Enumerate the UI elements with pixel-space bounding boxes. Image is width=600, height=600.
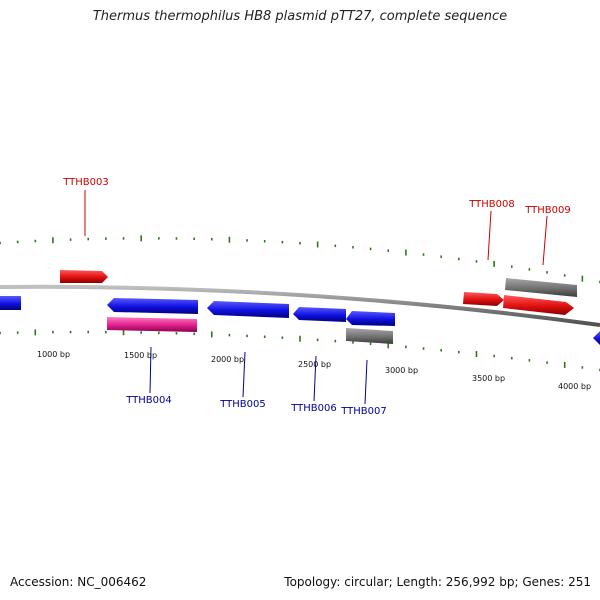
- topology-summary: Topology: circular; Length: 256,992 bp; …: [284, 575, 591, 589]
- gene-tthb006-arrow: [293, 307, 346, 322]
- accession-label: Accession: NC_006462: [10, 575, 147, 589]
- scale-label-1500: 1500 bp: [124, 351, 157, 360]
- gene-tthb007-gray-arrow: [346, 328, 393, 344]
- gene-right-edge-arrow: [593, 331, 600, 345]
- label-leader-lines: [84, 190, 548, 405]
- leader-tthb008: [487, 210, 492, 261]
- gene-tthb004-pink-arrow: [107, 317, 197, 332]
- gene-features: [0, 270, 600, 345]
- gene-label-tthb007: TTHB007: [340, 406, 387, 417]
- scale-label-2000: 2000 bp: [211, 355, 244, 364]
- gene-label-tthb006: TTHB006: [290, 403, 337, 414]
- scale-label-4000: 4000 bp: [558, 382, 591, 391]
- gene-labels: TTHB003 TTHB004 TTHB005 TTHB006 TTHB007 …: [62, 177, 571, 417]
- upper-tick-row: [0, 235, 600, 284]
- map-title: Thermus thermophilus HB8 plasmid pTT27, …: [92, 9, 508, 24]
- scale-label-2500: 2500 bp: [298, 360, 331, 369]
- gene-label-tthb008: TTHB008: [468, 199, 515, 210]
- scale-labels: 1000 bp 1500 bp 2000 bp 2500 bp 3000 bp …: [37, 350, 591, 391]
- plasmid-backbone: [0, 284, 600, 327]
- leader-tthb007: [364, 359, 368, 405]
- gene-label-tthb004: TTHB004: [125, 395, 172, 406]
- gene-tthb007-blue-arrow: [346, 311, 395, 326]
- leader-tthb005: [242, 351, 246, 398]
- leader-tthb009: [542, 215, 548, 266]
- gene-tthb004-blue-arrow: [107, 298, 198, 314]
- leader-tthb006: [313, 355, 317, 402]
- gene-left-edge-arrow: [0, 296, 21, 310]
- lower-tick-row: [0, 329, 600, 372]
- gene-tthb009-gray-arrow: [505, 278, 577, 297]
- gene-tthb009-arrow: [503, 295, 574, 315]
- scale-label-1000: 1000 bp: [37, 350, 70, 359]
- leader-tthb004: [149, 346, 152, 394]
- gene-label-tthb003: TTHB003: [62, 177, 109, 188]
- scale-label-3500: 3500 bp: [472, 374, 505, 383]
- scale-label-3000: 3000 bp: [385, 366, 418, 375]
- gene-label-tthb005: TTHB005: [219, 399, 266, 410]
- gene-label-tthb009: TTHB009: [524, 205, 571, 216]
- gene-tthb005-arrow: [207, 301, 289, 318]
- gene-tthb003-arrow: [60, 270, 108, 283]
- gene-tthb008-arrow: [463, 292, 504, 306]
